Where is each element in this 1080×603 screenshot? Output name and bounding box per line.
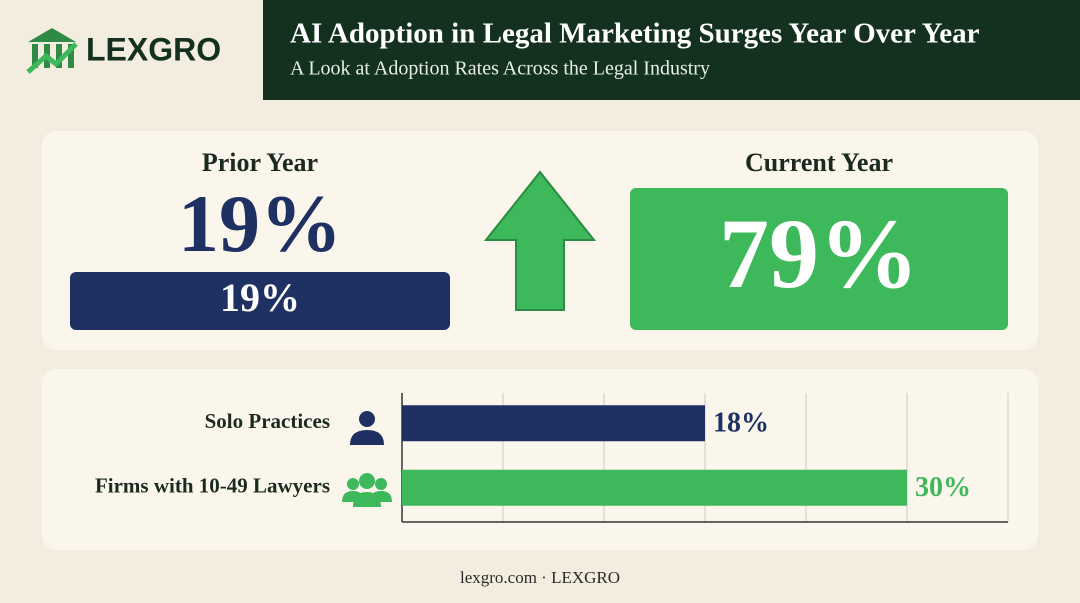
prior-bar: [70, 272, 450, 330]
up-arrow: [483, 170, 597, 311]
header-band: [263, 0, 1080, 100]
value-label: 18%: [713, 408, 769, 439]
prior-label: Prior Year: [202, 148, 318, 177]
current-value: 79%: [719, 198, 919, 309]
prior-bar-value: 19%: [220, 275, 300, 320]
bar: [402, 405, 705, 442]
brand: LEXGRO: [86, 31, 221, 67]
value-label: 30%: [915, 472, 971, 503]
category-label: Solo Practices: [205, 409, 330, 433]
bar-chart: Solo Practices 18% Firms with 10-49 Lawyer…: [95, 393, 1009, 523]
prior-value: 19%: [178, 178, 342, 269]
current-box: [630, 188, 1008, 330]
category-label: Firms with 10-49 Lawyers: [95, 474, 330, 498]
person-icon: [350, 411, 384, 445]
title: AI Adoption in Legal Marketing Surges Ye…: [290, 18, 980, 50]
bar: [402, 469, 907, 506]
subtitle: A Look at Adoption Rates Across the Lega…: [290, 58, 710, 80]
current-label: Current Year: [745, 148, 893, 177]
chart-panel: [42, 369, 1038, 550]
logo-icon: [26, 28, 78, 74]
footer: lexgro.com · LEXGRO: [460, 568, 620, 587]
group-icon: [342, 473, 392, 507]
